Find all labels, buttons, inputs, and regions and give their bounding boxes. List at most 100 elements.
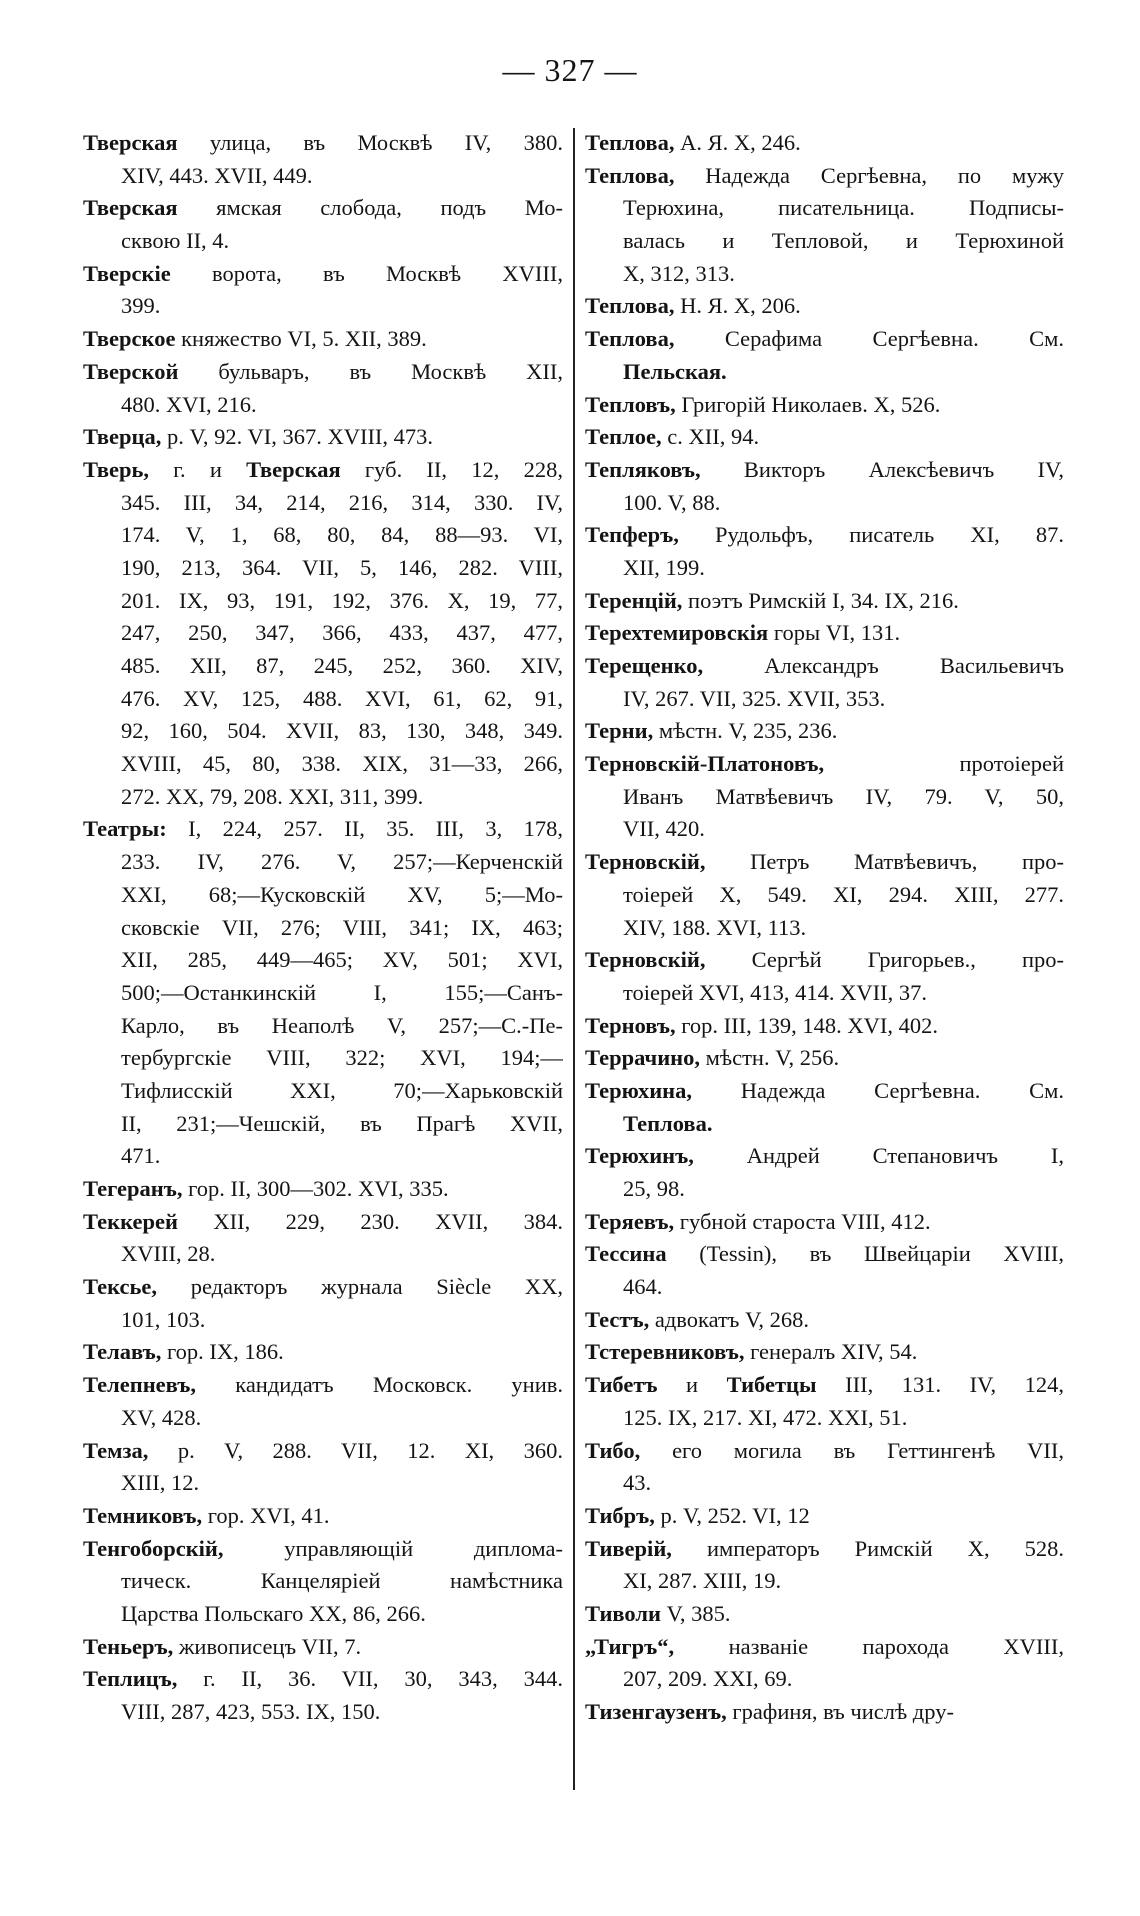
entry-heading: „Тигръ“,: [585, 1633, 675, 1659]
entry-heading: Тверскіе: [83, 260, 171, 286]
entry-text: валась и Тепловой, и Терюхиной: [623, 228, 1064, 254]
entry-heading: Теккерей: [83, 1208, 178, 1234]
entry-heading: Терехтемировскія: [585, 620, 769, 646]
entry-heading: Телепневъ,: [83, 1372, 196, 1398]
entry-first-line: Тстеревниковъ, генералъ XIV, 54.: [585, 1336, 1064, 1369]
entry-heading: Тверская: [83, 195, 178, 221]
entry-text: графиня, въ числѣ дру-: [726, 1699, 954, 1724]
entry-text: XIV, 443. XVII, 449.: [121, 162, 313, 188]
index-entry: Тибо, его могила въ Геттингенѣ VII, 43.: [585, 1435, 1064, 1500]
entry-continuation-line: 480. XVI, 216.: [83, 389, 563, 422]
index-entry: Тибетъ и Тибетцы III, 131. IV, 124, 125. …: [585, 1369, 1064, 1434]
entry-heading: Теплицъ,: [83, 1666, 178, 1692]
index-entry: Тепловъ, Григорій Николаев. X, 526.: [585, 389, 1064, 422]
entry-first-line: Тибетъ и Тибетцы III, 131. IV, 124,: [585, 1369, 1064, 1402]
entry-text: Петръ Матвѣевичъ, про-: [705, 849, 1064, 875]
entry-text: XXI, 68;—Кусковскій XV, 5;—Мо-: [121, 881, 563, 907]
entry-first-line: Темниковъ, гор. XVI, 41.: [83, 1500, 563, 1533]
entry-text: А. Я. X, 246.: [674, 130, 801, 155]
entry-heading: Теряевъ,: [585, 1208, 675, 1234]
entry-text: 125. IX, 217. XI, 472. XXI, 51.: [623, 1404, 908, 1430]
entry-text: Серафима Сергѣевна. См.: [674, 326, 1064, 352]
index-entry: Тверца, р. V, 92. VI, 367. XVIII, 473.: [83, 421, 563, 454]
entry-heading: Терновъ,: [585, 1012, 676, 1038]
entry-text: Тифлисскій XXI, 70;—Харьковскій: [121, 1077, 563, 1103]
index-entry: Тенгоборскій, управляющій диплома-тическ…: [83, 1533, 563, 1631]
index-entry: Тверскіе ворота, въ Москвѣ XVIII, 399.: [83, 258, 563, 323]
entry-first-line: Тепляковъ, Викторъ Алексѣевичъ IV,: [585, 454, 1064, 487]
entry-text: 201. IX, 93, 191, 192, 376. X, 19, 77,: [121, 587, 563, 613]
index-entry: Тверской бульваръ, въ Москвѣ XII, 480. XV…: [83, 356, 563, 421]
entry-continuation-line: 101, 103.: [83, 1304, 563, 1337]
entry-continuation-line: сковскіе VII, 276; VIII, 341; IX, 463;: [83, 912, 563, 945]
entry-first-line: Тессина (Tessin), въ Швейцаріи XVIII,: [585, 1238, 1064, 1271]
entry-text: V, 385.: [660, 1600, 731, 1626]
entry-text: Александръ Васильевичъ: [703, 653, 1064, 678]
entry-first-line: Тверская ямская слобода, подъ Мо-: [83, 192, 563, 225]
entry-continuation-line: тоіерей X, 549. XI, 294. XIII, 277.: [585, 879, 1064, 912]
entry-first-line: Террачино, мѣстн. V, 256.: [585, 1042, 1064, 1075]
entry-text: мѣстн. V, 256.: [700, 1045, 840, 1071]
entry-text: XIII, 12.: [121, 1470, 200, 1496]
entry-continuation-line: 233. IV, 276. V, 257;—Керченскій: [83, 846, 563, 879]
entry-text: XVIII, 45, 80, 338. XIX, 31—33, 266,: [121, 751, 563, 777]
entry-text: живописецъ VII, 7.: [173, 1633, 362, 1659]
entry-text: гор. XVI, 41.: [202, 1502, 330, 1528]
entry-text: 464.: [623, 1274, 663, 1300]
entry-continuation-line: тическ. Канцеляріей намѣстника: [83, 1565, 563, 1598]
entry-heading: Тстеревниковъ,: [585, 1339, 745, 1365]
index-entry: Террачино, мѣстн. V, 256.: [585, 1042, 1064, 1075]
index-column-left: Тверская улица, въ Москвѣ IV, 380. XIV, 4…: [83, 127, 563, 1729]
entry-heading: Тверской: [83, 358, 179, 384]
entry-continuation-line: XV, 428.: [83, 1402, 563, 1435]
entry-continuation-line: 125. IX, 217. XI, 472. XXI, 51.: [585, 1402, 1064, 1435]
entry-first-line: Тверца, р. V, 92. VI, 367. XVIII, 473.: [83, 421, 563, 454]
entry-first-line: Телавъ, гор. IX, 186.: [83, 1336, 563, 1369]
index-entry: Тепферъ, Рудольфъ, писатель XI, 87. XII, …: [585, 519, 1064, 584]
entry-continuation-line: XII, 199.: [585, 552, 1064, 585]
entry-heading: Тепловъ,: [585, 391, 676, 417]
entry-text: 190, 213, 364. VII, 5, 146, 282. VIII,: [121, 554, 563, 580]
entry-continuation-line: 92, 160, 504. XVII, 83, 130, 348, 349.: [83, 715, 563, 748]
entry-text: 476. XV, 125, 488. XVI, 61, 62, 91,: [121, 685, 563, 711]
index-entry: Тиволи V, 385.: [585, 1598, 1064, 1631]
entry-first-line: Теплова, А. Я. X, 246.: [585, 127, 1064, 160]
entry-continuation-line: тербургскіе VIII, 322; XVI, 194;—: [83, 1042, 563, 1075]
entry-text: управляющій диплома-: [223, 1535, 563, 1561]
entry-text: улица, въ Москвѣ IV, 380.: [177, 130, 563, 155]
column-divider: [573, 128, 575, 1790]
index-entry: Терюхинъ, Андрей Степановичъ I, 25, 98.: [585, 1140, 1064, 1205]
entry-continuation-line: VII, 420.: [585, 813, 1064, 846]
entry-continuation-line: 174. V, 1, 68, 80, 84, 88—93. VI,: [83, 519, 563, 552]
entry-continuation-line: 190, 213, 364. VII, 5, 146, 282. VIII,: [83, 552, 563, 585]
entry-text: Царства Польскаго XX, 86, 266.: [121, 1600, 426, 1626]
entry-text: гор. IX, 186.: [161, 1339, 284, 1365]
entry-first-line: Терновъ, гор. III, 139, 148. XVI, 402.: [585, 1010, 1064, 1043]
entry-text: г. и: [149, 456, 247, 482]
entry-text: Андрей Степановичъ I,: [693, 1143, 1064, 1169]
entry-heading: Терещенко,: [585, 653, 704, 678]
entry-heading: Тизенгаузенъ,: [585, 1699, 727, 1724]
index-entry: Телепневъ, кандидатъ Московск. унив. XV, …: [83, 1369, 563, 1434]
entry-text: мѣстн. V, 235, 236.: [653, 718, 838, 744]
entry-heading: Тиверій,: [585, 1535, 672, 1561]
entry-first-line: Терновскій-Платоновъ, протоіерей: [585, 748, 1064, 781]
entry-first-line: Терюхина, Надежда Сергѣевна. См.: [585, 1075, 1064, 1108]
entry-continuation-line: II, 231;—Чешскій, въ Прагѣ XVII,: [83, 1108, 563, 1141]
entry-text: тербургскіе VIII, 322; XVI, 194;—: [121, 1045, 563, 1071]
entry-first-line: Тегеранъ, гор. II, 300—302. XVI, 335.: [83, 1173, 563, 1206]
entry-first-line: Теплицъ, г. II, 36. VII, 30, 343, 344.: [83, 1663, 563, 1696]
index-entry: Тиверій, императоръ Римскій X, 528. XI, 2…: [585, 1533, 1064, 1598]
index-entry: Теплова, Н. Я. X, 206.: [585, 290, 1064, 323]
page-number: — 327 —: [502, 52, 638, 88]
entry-continuation-line: 485. XII, 87, 245, 252, 360. XIV,: [83, 650, 563, 683]
entry-text: р. V, 288. VII, 12. XI, 360.: [148, 1437, 563, 1463]
entry-bold-reference: Пельская.: [623, 358, 727, 384]
entry-heading: Теренцій,: [585, 587, 683, 613]
entry-text: редакторъ журнала Siècle XX,: [157, 1274, 563, 1300]
entry-text: названіе парохода XVIII,: [674, 1633, 1064, 1659]
entry-heading: Теплое,: [585, 424, 662, 450]
entry-text: 43.: [623, 1470, 652, 1496]
entry-text: 485. XII, 87, 245, 252, 360. XIV,: [121, 653, 563, 678]
entry-continuation-line: сквою II, 4.: [83, 225, 563, 258]
